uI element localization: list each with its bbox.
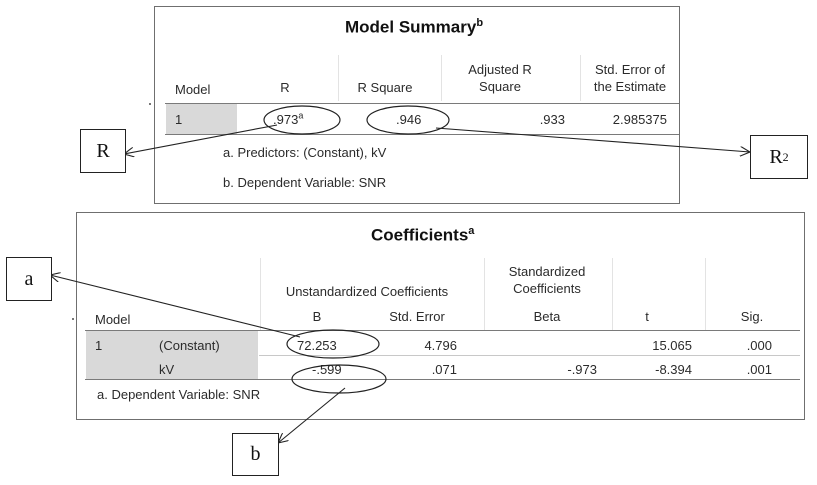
cell-sig-kv: .001 [746, 362, 772, 377]
callout-a: a [6, 257, 52, 301]
arrow-to-a [50, 275, 301, 338]
header-standardized-line2: Coefficients [513, 281, 581, 296]
model-summary-table: Model Summaryb Model R R Square Adjusted… [154, 6, 680, 204]
cell-r-square: .946 [396, 112, 422, 127]
header-r: R [280, 80, 290, 95]
arrow-to-r2 [435, 127, 750, 152]
callout-b: b [232, 433, 279, 476]
cell-t-constant: 15.065 [652, 338, 692, 353]
cell-beta-kv: -.973 [567, 362, 597, 377]
cell-std-error-constant: 4.796 [424, 338, 457, 353]
cell-term-constant: (Constant) [159, 338, 220, 353]
header-adjusted-r-square-line1: Adjusted R [468, 62, 532, 77]
ellipse-r-square-value [366, 105, 450, 135]
coefficients-title: Coefficientsa [371, 225, 475, 245]
header-beta: Beta [533, 309, 561, 324]
ellipse-b-kv [291, 364, 387, 394]
header-adjusted-r-square-line2: Square [479, 79, 521, 94]
header-std-error-line2: the Estimate [593, 79, 667, 94]
cell-b-constant: 72.253 [297, 338, 337, 353]
header-r-square: R Square [357, 80, 413, 95]
cell-adjusted-r-square: .933 [539, 112, 565, 127]
arrow-to-r [124, 124, 278, 154]
model-row-label-cell [166, 104, 237, 134]
header-b: B [312, 309, 322, 324]
footnote-dependent: b. Dependent Variable: SNR [223, 175, 387, 190]
model-row-label-cells [86, 331, 258, 379]
cell-model-1: 1 [175, 112, 183, 127]
header-model: Model [95, 312, 131, 327]
cell-t-kv: -8.394 [655, 362, 692, 377]
footnote-predictors: a. Predictors: (Constant), kV [223, 145, 387, 160]
model-summary-title: Model Summaryb [345, 17, 484, 37]
cell-term-kv: kV [159, 362, 175, 377]
coefficients-table: Coefficientsa Unstandardized Coefficient… [76, 212, 805, 420]
ellipse-r-value [263, 105, 341, 135]
header-t: t [645, 309, 649, 324]
cell-sig-constant: .000 [746, 338, 772, 353]
header-unstandardized: Unstandardized Coefficients [285, 284, 449, 299]
header-sig: Sig. [740, 309, 764, 324]
arrow-to-b [278, 387, 346, 443]
cell-std-error-estimate: 2.985375 [612, 112, 667, 127]
header-standardized-line1: Standardized [508, 264, 586, 279]
cell-r: .973a [273, 110, 304, 127]
callout-r: R [80, 129, 126, 173]
cell-std-error-kv: .071 [431, 362, 457, 377]
cell-model-1: 1 [95, 338, 103, 353]
header-model: Model [175, 82, 211, 97]
ellipse-b-constant [286, 329, 380, 359]
footnote-dependent: a. Dependent Variable: SNR [97, 387, 261, 402]
header-std-error-line1: Std. Error of [594, 62, 666, 77]
header-std-error: Std. Error [389, 309, 445, 324]
